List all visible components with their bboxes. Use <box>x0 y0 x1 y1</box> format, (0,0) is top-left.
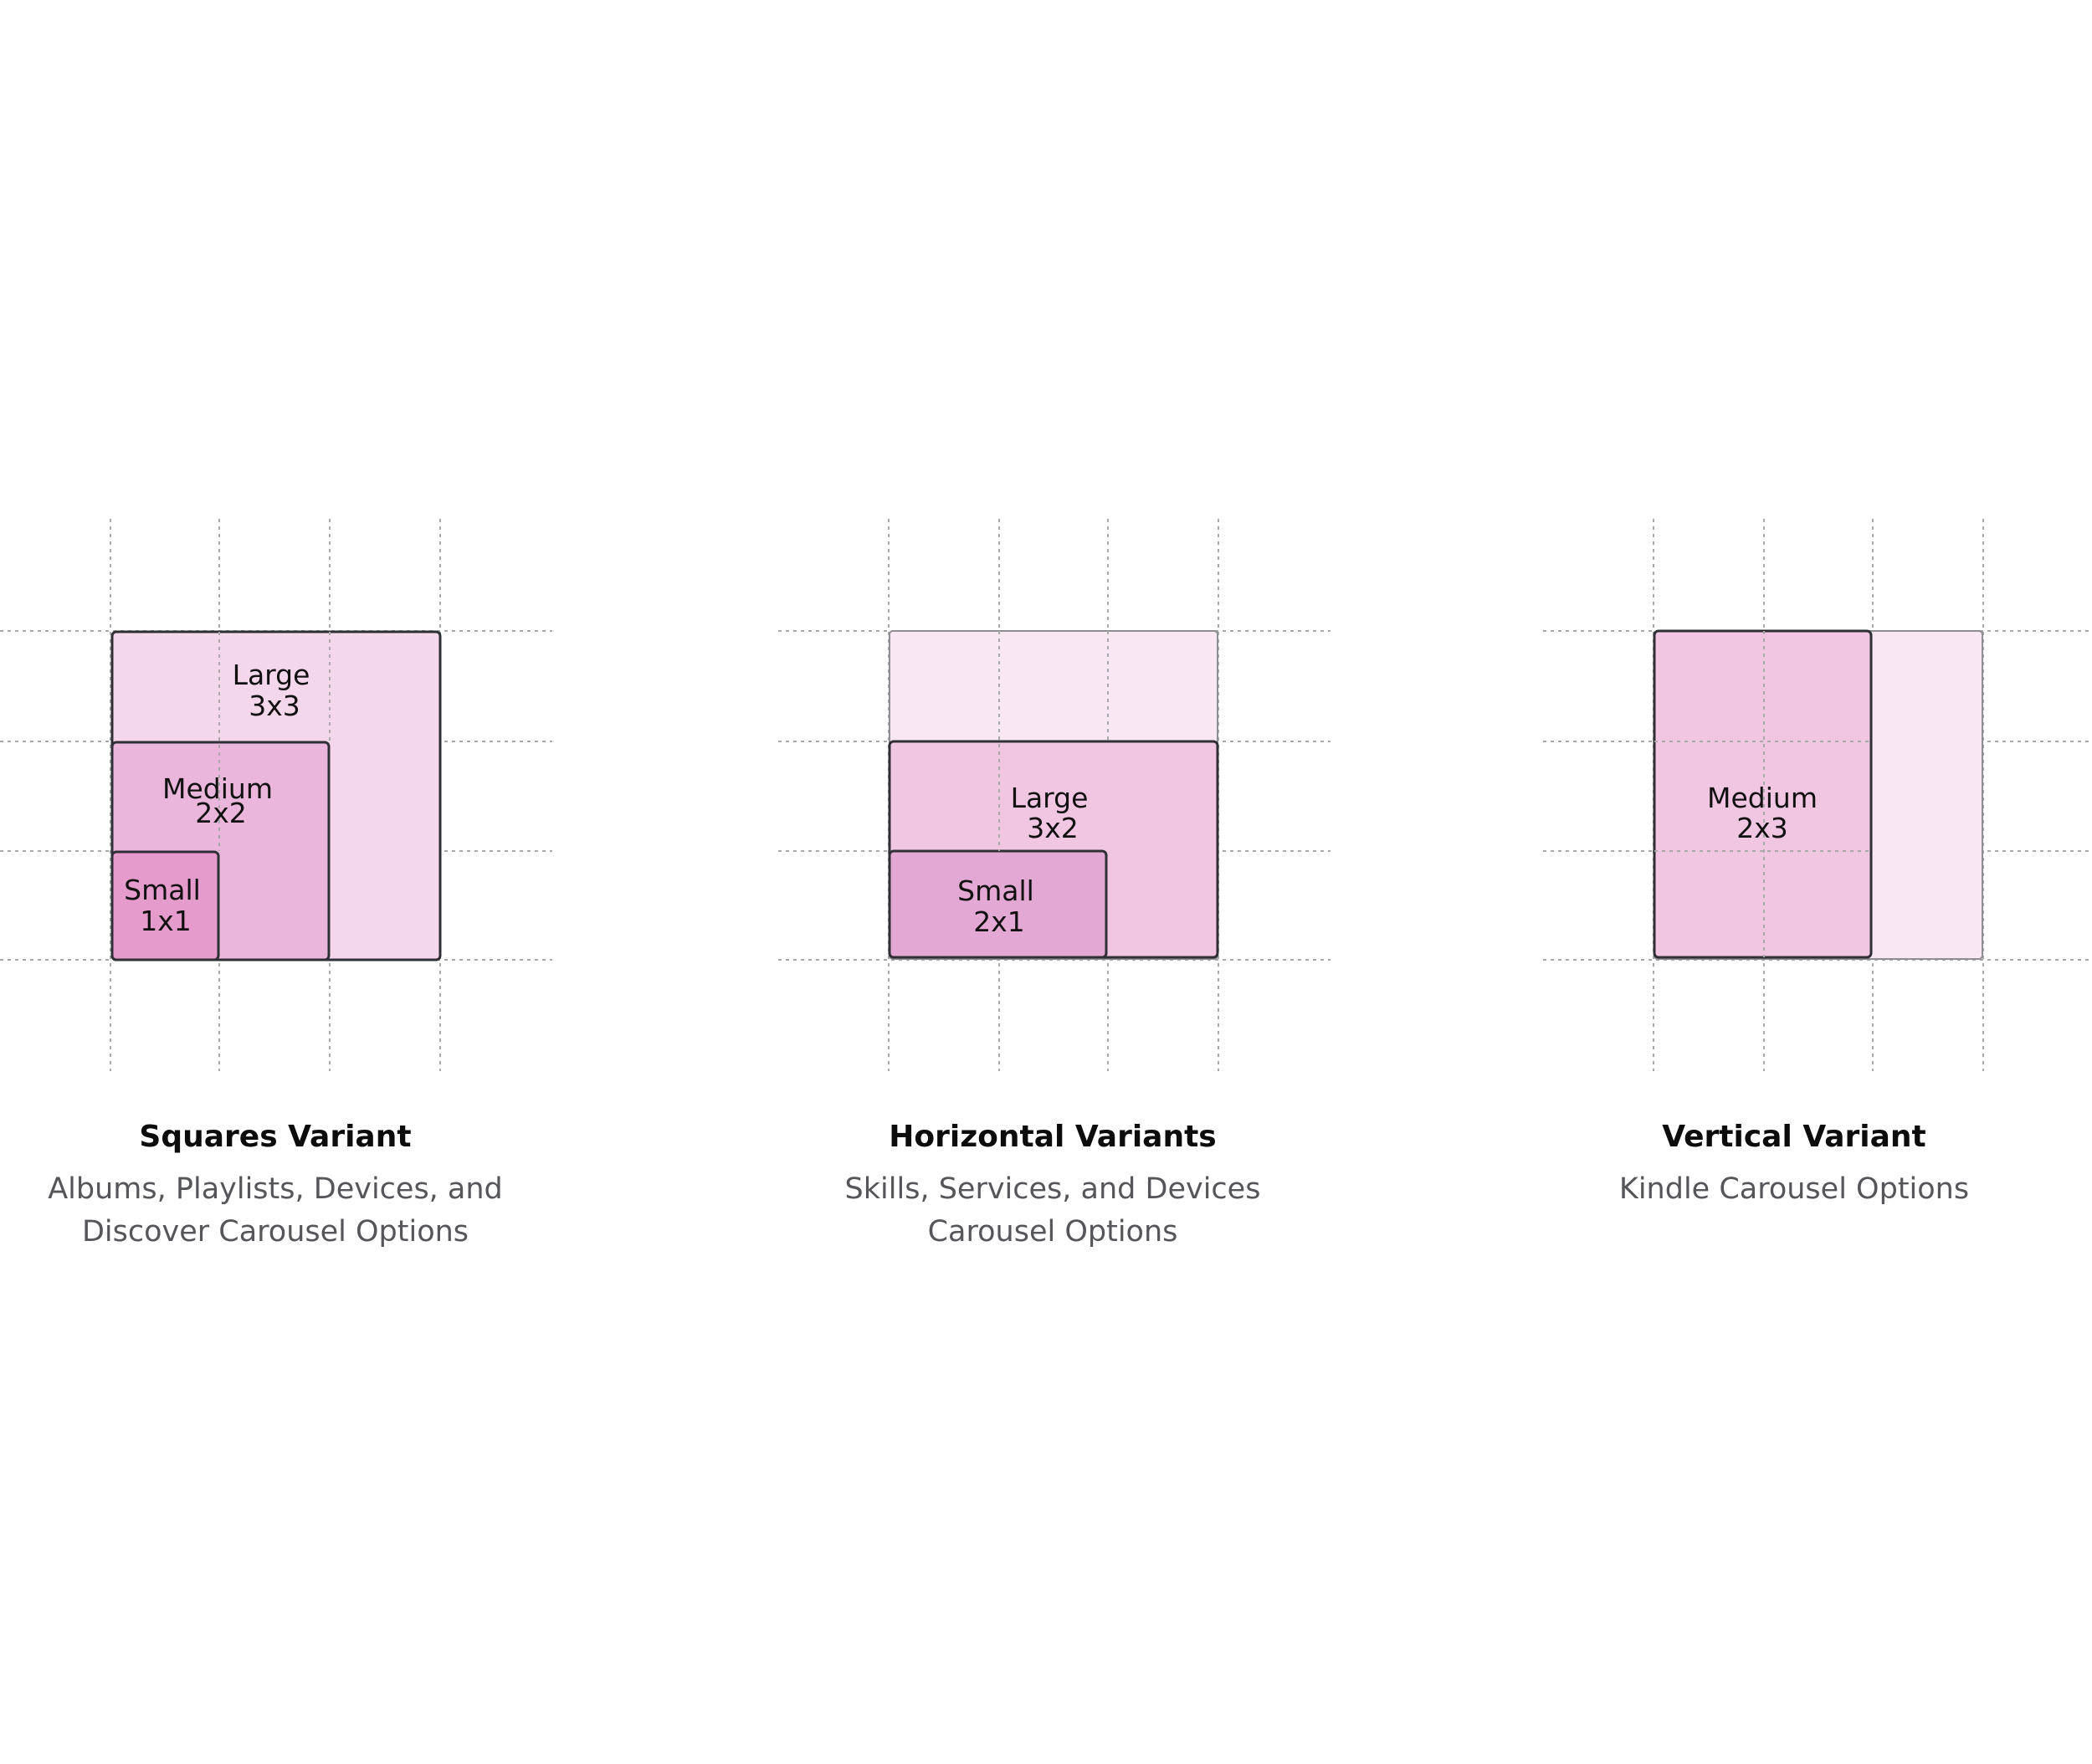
horizontal-variants-title: Horizontal Variants <box>889 1120 1217 1154</box>
inner-grid-lines <box>1654 631 1871 957</box>
horizontal-variants-caption: Horizontal Variants Skills, Services, an… <box>760 1119 1346 1254</box>
large-tile-size: 3x2 <box>1027 812 1079 844</box>
medium-tile-size: 2x3 <box>1736 812 1788 844</box>
medium-2x3-tile <box>1653 629 1873 959</box>
vertical-variant-grid: Medium 2x3 <box>1543 519 2092 1071</box>
vertical-variant-caption: Vertical Variant Kindle Carousel Options <box>1501 1119 2087 1211</box>
grid-lines <box>778 519 1331 1071</box>
small-2x1-tile <box>888 849 1108 959</box>
squares-variant-description: Albums, Playlists, Devices, and Discover… <box>48 1172 503 1249</box>
inner-grid-lines <box>998 631 1109 851</box>
vertical-variant-description: Kindle Carousel Options <box>1618 1172 1970 1207</box>
vertical-variant-title: Vertical Variant <box>1662 1120 1926 1154</box>
squares-variant-caption: Squares Variant Albums, Playlists, Devic… <box>0 1119 568 1254</box>
squares-variant-grid: Large 3x3 Medium 2x2 Small 1x1 <box>0 519 552 1071</box>
small-tile-size: 1x1 <box>140 905 192 937</box>
medium-tile-size: 2x2 <box>195 797 247 829</box>
medium-tile-label: Medium <box>162 772 273 805</box>
grid-lines <box>0 519 552 1071</box>
large-tile-label: Large <box>233 659 310 691</box>
inner-grid-lines <box>218 632 331 851</box>
horizontal-variants-description: Skills, Services, and Devices Carousel O… <box>844 1172 1261 1249</box>
large-tile-size: 3x3 <box>249 690 300 722</box>
large-tile-label: Large <box>1011 782 1089 814</box>
medium-tile-label: Medium <box>1707 782 1818 814</box>
small-1x1-tile <box>110 850 220 961</box>
small-tile-label: Small <box>124 874 201 906</box>
small-tile-size: 2x1 <box>973 905 1025 938</box>
horizontal-variants-grid: Large 3x2 Small 2x1 <box>778 519 1331 1071</box>
small-tile-label: Small <box>957 874 1034 907</box>
squares-variant-title: Squares Variant <box>139 1120 412 1154</box>
